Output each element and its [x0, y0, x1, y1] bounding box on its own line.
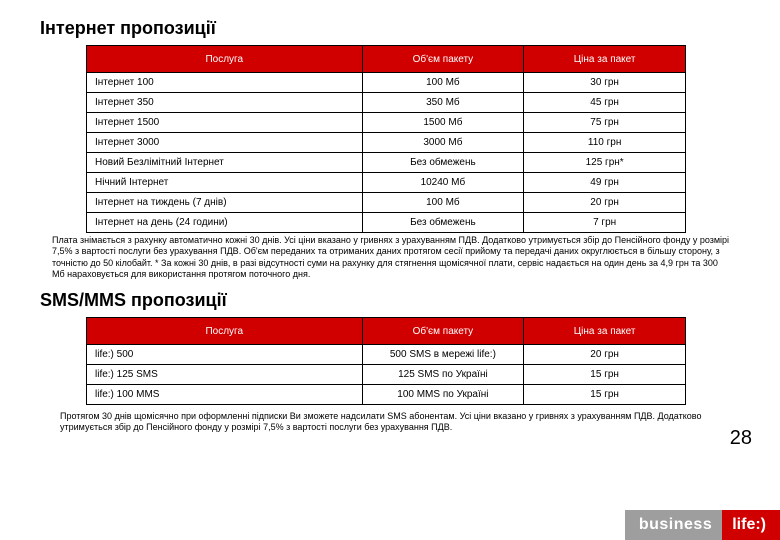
table-cell: 45 грн — [524, 93, 686, 113]
table-header-row: Послуга Об'єм пакету Ціна за пакет — [87, 318, 686, 345]
table-row: life:) 500500 SMS в мережі life:)20 грн — [87, 345, 686, 365]
internet-tbody: Інтернет 100100 Мб30 грнІнтернет 350350 … — [87, 73, 686, 233]
table-cell: Новий Безлімітний Інтернет — [87, 153, 363, 173]
table-cell: 110 грн — [524, 133, 686, 153]
table-cell: Нічний Інтернет — [87, 173, 363, 193]
table-cell: 3000 Мб — [362, 133, 524, 153]
table-row: life:) 100 MMS100 MMS по Україні15 грн — [87, 385, 686, 405]
table-cell: 1500 Мб — [362, 113, 524, 133]
header-price: Ціна за пакет — [524, 46, 686, 73]
header-price: Ціна за пакет — [524, 318, 686, 345]
table-cell: 125 грн* — [524, 153, 686, 173]
header-service: Послуга — [87, 46, 363, 73]
section2-title: SMS/MMS пропозиції — [40, 290, 740, 311]
table-cell: 100 MMS по Україні — [362, 385, 524, 405]
section2-note: Протягом 30 днів щомісячно при оформленн… — [60, 411, 710, 434]
table-row: Новий Безлімітний ІнтернетБез обмежень12… — [87, 153, 686, 173]
table-cell: 350 Мб — [362, 93, 524, 113]
table-row: Інтернет на тиждень (7 днів)100 Мб20 грн — [87, 193, 686, 213]
table-cell: 100 Мб — [362, 193, 524, 213]
table-cell: 20 грн — [524, 345, 686, 365]
table-header-row: Послуга Об'єм пакету Ціна за пакет — [87, 46, 686, 73]
header-volume: Об'єм пакету — [362, 318, 524, 345]
table-cell: 125 SMS по Україні — [362, 365, 524, 385]
table-cell: Інтернет 350 — [87, 93, 363, 113]
page-number: 28 — [730, 427, 752, 450]
table-cell: Інтернет 1500 — [87, 113, 363, 133]
table-row: Інтернет на день (24 години)Без обмежень… — [87, 213, 686, 233]
table-row: Інтернет 100100 Мб30 грн — [87, 73, 686, 93]
table-cell: 500 SMS в мережі life:) — [362, 345, 524, 365]
section1-title: Інтернет пропозиції — [40, 18, 740, 39]
internet-table: Послуга Об'єм пакету Ціна за пакет Інтер… — [86, 45, 686, 233]
table-cell: 10240 Мб — [362, 173, 524, 193]
section1-note: Плата знімається з рахунку автоматично к… — [52, 235, 732, 280]
table-cell: 100 Мб — [362, 73, 524, 93]
header-volume: Об'єм пакету — [362, 46, 524, 73]
table-cell: Інтернет на тиждень (7 днів) — [87, 193, 363, 213]
header-service: Послуга — [87, 318, 363, 345]
table-cell: 30 грн — [524, 73, 686, 93]
table-cell: life:) 125 SMS — [87, 365, 363, 385]
sms-tbody: life:) 500500 SMS в мережі life:)20 грнl… — [87, 345, 686, 405]
table-cell: Без обмежень — [362, 153, 524, 173]
table-cell: 20 грн — [524, 193, 686, 213]
table-cell: life:) 100 MMS — [87, 385, 363, 405]
sms-table: Послуга Об'єм пакету Ціна за пакет life:… — [86, 317, 686, 405]
table-cell: Інтернет 100 — [87, 73, 363, 93]
table-row: life:) 125 SMS125 SMS по Україні15 грн — [87, 365, 686, 385]
logo-business-text: business — [625, 510, 722, 540]
table-cell: 15 грн — [524, 385, 686, 405]
table-cell: Без обмежень — [362, 213, 524, 233]
table-cell: 75 грн — [524, 113, 686, 133]
table-cell: 15 грн — [524, 365, 686, 385]
table-row: Інтернет 15001500 Мб75 грн — [87, 113, 686, 133]
table-cell: 7 грн — [524, 213, 686, 233]
table-row: Нічний Інтернет10240 Мб49 грн — [87, 173, 686, 193]
table-cell: Інтернет на день (24 години) — [87, 213, 363, 233]
table-cell: 49 грн — [524, 173, 686, 193]
table-cell: life:) 500 — [87, 345, 363, 365]
table-row: Інтернет 30003000 Мб110 грн — [87, 133, 686, 153]
logo-life-text: life:) — [722, 510, 780, 540]
table-row: Інтернет 350350 Мб45 грн — [87, 93, 686, 113]
table-cell: Інтернет 3000 — [87, 133, 363, 153]
brand-logo: business life:) — [625, 510, 780, 540]
